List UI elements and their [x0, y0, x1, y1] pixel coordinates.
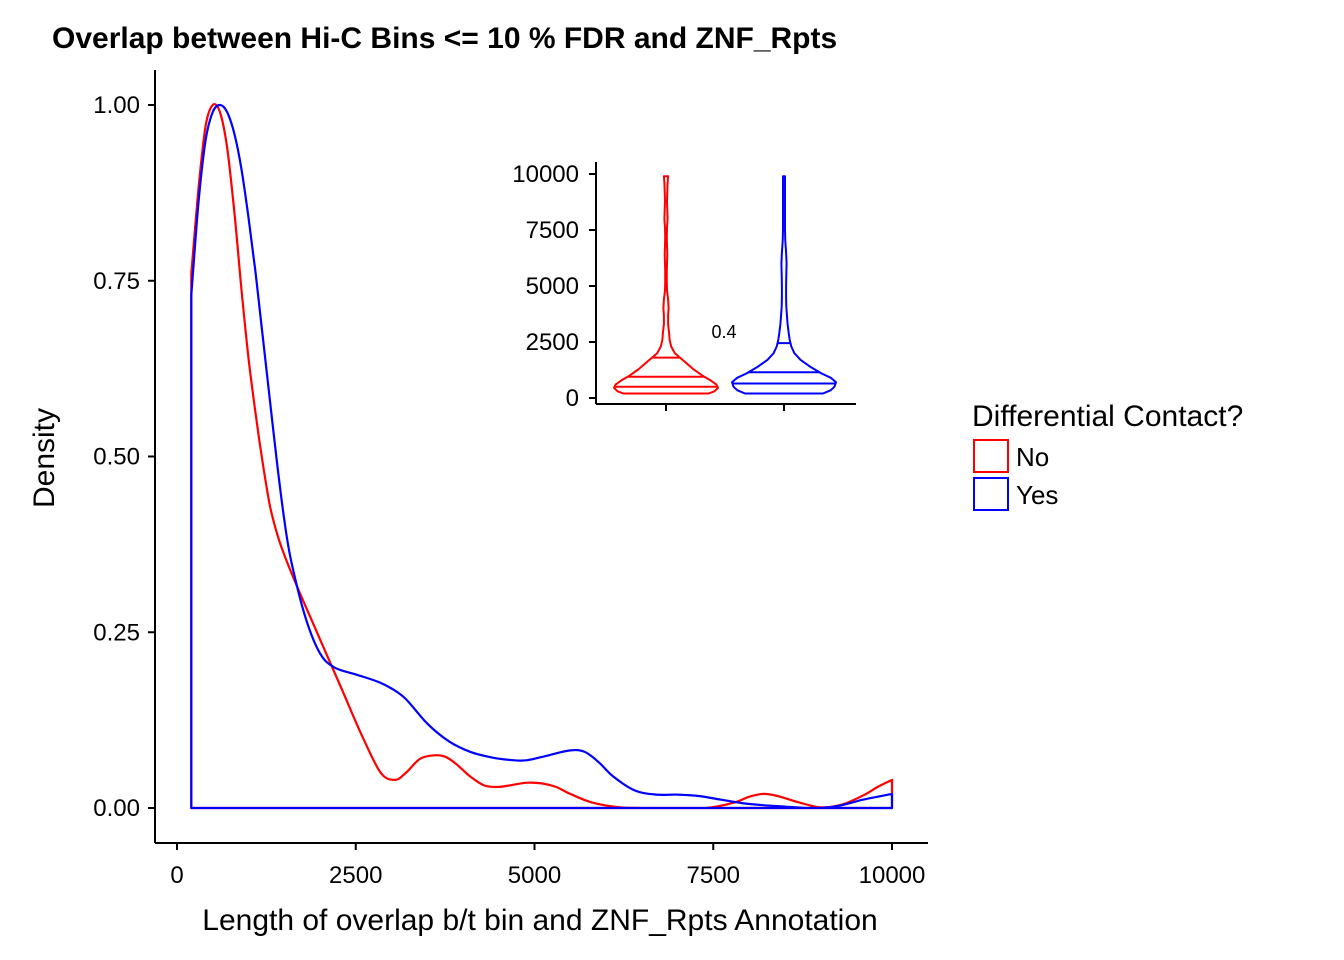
y-tick-label: 0.25: [93, 619, 140, 646]
x-tick-label: 10000: [859, 862, 926, 889]
y-tick-label: 1.00: [93, 92, 140, 119]
legend-label-yes: Yes: [1016, 480, 1058, 510]
x-ticks: 0 2500 5000 7500 10000: [170, 843, 925, 889]
density-curve-yes: [190, 103, 894, 810]
inset-y-tick-label: 10000: [512, 161, 579, 188]
main-plot: 0.00 0.25 0.50 0.75 1.00 0 2500 5000 7500 10000: [93, 70, 928, 889]
violins: [613, 175, 837, 395]
density-curve-no: [190, 103, 894, 810]
legend-entries: No Yes: [973, 439, 1058, 511]
violin-no: [613, 175, 719, 395]
violin-inset: 0 2500 5000 7500 10000 0.4: [512, 161, 856, 412]
x-tick-label: 2500: [329, 862, 382, 889]
legend: Differential Contact? No Yes: [972, 400, 1243, 511]
inset-y-tick-label: 2500: [526, 329, 579, 356]
inset-y-tick-label: 0: [566, 385, 579, 412]
x-axis-title: Length of overlap b/t bin and ZNF_Rpts A…: [202, 904, 877, 937]
y-tick-label: 0.50: [93, 444, 140, 471]
x-tick-label: 7500: [687, 862, 740, 889]
legend-key-yes: [973, 477, 1009, 511]
legend-title: Differential Contact?: [972, 400, 1243, 433]
x-tick-label: 5000: [508, 862, 561, 889]
violin-yes: [731, 175, 837, 395]
inset-y-tick-label: 5000: [526, 273, 579, 300]
inset-x-ticks: [665, 404, 785, 411]
chart-title: Overlap between Hi-C Bins <= 10 % FDR an…: [52, 22, 837, 55]
p-value-annotation: 0.4: [711, 322, 736, 342]
y-tick-label: 0.75: [93, 268, 140, 295]
density-curves: [190, 103, 894, 810]
x-tick-label: 0: [170, 862, 183, 889]
y-axis-title: Density: [28, 408, 61, 508]
inset-y-ticks: 0 2500 5000 7500 10000: [512, 161, 596, 412]
legend-label-no: No: [1016, 442, 1049, 472]
y-ticks: 0.00 0.25 0.50 0.75 1.00: [93, 92, 155, 822]
legend-key-no: [973, 439, 1009, 473]
y-tick-label: 0.00: [93, 795, 140, 822]
inset-y-tick-label: 7500: [526, 217, 579, 244]
